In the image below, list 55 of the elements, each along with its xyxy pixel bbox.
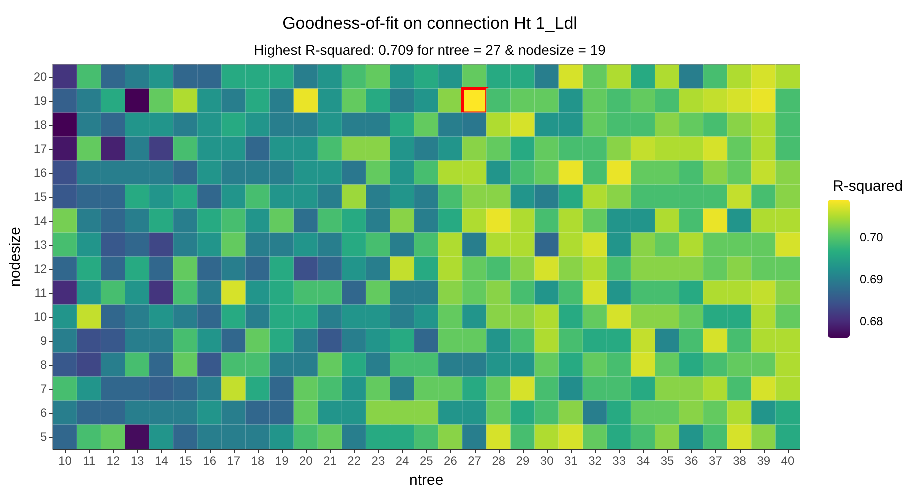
x-tick-label: 20 (300, 454, 314, 468)
y-tick-label: 15 (34, 190, 48, 204)
x-tick-label: 29 (516, 454, 530, 468)
x-tick-label: 31 (564, 454, 578, 468)
x-tick-label: 14 (154, 454, 169, 468)
y-tick-label: 19 (34, 94, 48, 108)
x-tick-label: 39 (757, 454, 771, 468)
x-tick-label: 27 (468, 454, 482, 468)
y-tick-label: 8 (40, 358, 48, 372)
y-axis-title: nodesize (7, 226, 24, 288)
y-tick-label: 11 (34, 286, 48, 300)
x-tick-label: 24 (396, 454, 410, 468)
y-tick-label: 10 (34, 310, 48, 324)
chart-subtitle: Highest R-squared: 0.709 for ntree = 27 & nodesize = 19 (254, 42, 606, 58)
x-tick-label: 33 (612, 454, 626, 468)
y-tick-label: 6 (40, 406, 48, 420)
x-tick-label: 18 (251, 454, 265, 468)
y-tick-label: 13 (34, 238, 48, 252)
x-tick-label: 28 (492, 454, 506, 468)
x-tick-label: 35 (660, 454, 675, 468)
color-bar-label: 0.69 (860, 272, 884, 286)
color-bar-title: R-squared (833, 178, 904, 195)
y-tick-label: 7 (40, 382, 48, 396)
y-tick-label: 17 (34, 142, 48, 156)
y-tick-label: 5 (40, 430, 48, 444)
chart-title: Goodness-of-fit on connection Ht 1_Ldl (282, 14, 578, 33)
x-tick-label: 40 (781, 454, 795, 468)
x-tick-label: 36 (684, 454, 699, 468)
x-tick-label: 26 (444, 454, 458, 468)
x-tick-label: 11 (83, 454, 96, 468)
x-tick-label: 38 (733, 454, 747, 468)
y-tick-label: 20 (34, 70, 48, 84)
y-tick-label: 16 (34, 166, 48, 180)
x-tick-label: 15 (179, 454, 193, 468)
x-tick-label: 17 (227, 454, 241, 468)
x-tick-label: 37 (709, 454, 723, 468)
x-tick-label: 30 (540, 454, 554, 468)
x-tick-label: 34 (636, 454, 650, 468)
y-tick-label: 12 (34, 262, 48, 276)
x-axis-title: ntree (410, 472, 444, 489)
x-tick-label: 10 (58, 454, 72, 468)
x-tick-label: 19 (275, 454, 290, 468)
x-tick-label: 21 (324, 454, 338, 468)
x-tick-label: 32 (588, 454, 602, 468)
x-tick-label: 22 (348, 454, 362, 468)
x-tick-label: 16 (203, 454, 217, 468)
y-tick-label: 9 (40, 334, 48, 348)
y-tick-label: 18 (34, 118, 48, 132)
x-tick-label: 12 (106, 454, 120, 468)
x-tick-label: 25 (420, 454, 434, 468)
y-tick-label: 14 (34, 214, 48, 228)
x-tick-label: 23 (372, 454, 386, 468)
x-tick-label: 13 (130, 454, 145, 468)
color-bar-label: 0.70 (860, 230, 884, 245)
color-bar-label: 0.68 (860, 314, 884, 328)
